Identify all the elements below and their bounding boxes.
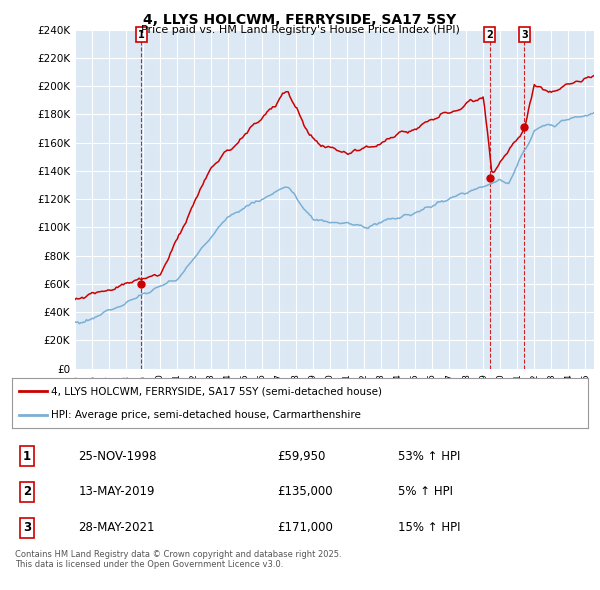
Text: 15% ↑ HPI: 15% ↑ HPI: [398, 522, 460, 535]
Text: 1: 1: [23, 450, 31, 463]
Text: £171,000: £171,000: [277, 522, 333, 535]
Text: 3: 3: [23, 522, 31, 535]
Text: 1: 1: [138, 30, 145, 40]
Text: 25-NOV-1998: 25-NOV-1998: [78, 450, 157, 463]
Text: 2: 2: [23, 486, 31, 499]
Text: 4, LLYS HOLCWM, FERRYSIDE, SA17 5SY: 4, LLYS HOLCWM, FERRYSIDE, SA17 5SY: [143, 13, 457, 27]
Text: 5% ↑ HPI: 5% ↑ HPI: [398, 486, 453, 499]
Text: 3: 3: [521, 30, 528, 40]
Text: Contains HM Land Registry data © Crown copyright and database right 2025.
This d: Contains HM Land Registry data © Crown c…: [15, 550, 341, 569]
Text: 2: 2: [487, 30, 493, 40]
Text: 13-MAY-2019: 13-MAY-2019: [78, 486, 155, 499]
Text: 4, LLYS HOLCWM, FERRYSIDE, SA17 5SY (semi-detached house): 4, LLYS HOLCWM, FERRYSIDE, SA17 5SY (sem…: [51, 386, 382, 396]
Text: 28-MAY-2021: 28-MAY-2021: [78, 522, 155, 535]
Text: £59,950: £59,950: [277, 450, 325, 463]
Text: HPI: Average price, semi-detached house, Carmarthenshire: HPI: Average price, semi-detached house,…: [51, 410, 361, 420]
Text: £135,000: £135,000: [277, 486, 332, 499]
Text: Price paid vs. HM Land Registry's House Price Index (HPI): Price paid vs. HM Land Registry's House …: [140, 25, 460, 35]
Text: 53% ↑ HPI: 53% ↑ HPI: [398, 450, 460, 463]
